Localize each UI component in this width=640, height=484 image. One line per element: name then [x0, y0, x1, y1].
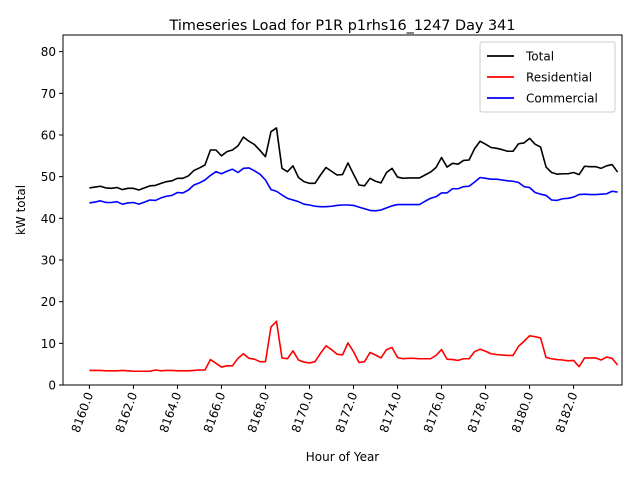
y-tick-label: 30	[41, 254, 56, 268]
x-tick-label: 8174.0	[377, 390, 405, 434]
legend: Total Residential Commercial	[479, 41, 616, 113]
y-tick-label: 20	[41, 295, 56, 309]
x-tick-label: 8166.0	[201, 390, 229, 434]
y-tick-label: 80	[41, 45, 56, 59]
legend-label-total: Total	[525, 50, 554, 64]
x-tick-label: 8176.0	[421, 390, 449, 434]
y-tick-label: 10	[41, 337, 56, 351]
y-tick-label: 40	[41, 212, 56, 226]
x-axis-label: Hour of Year	[306, 450, 380, 464]
x-axis: 8160.0 8162.0 8164.0 8166.0 8168.0 8170.0 8172…	[69, 385, 581, 434]
y-axis-label: kW total	[14, 185, 28, 235]
x-tick-label: 8160.0	[69, 390, 97, 434]
x-tick-label: 8170.0	[289, 390, 317, 434]
plot-frame	[62, 34, 623, 386]
series-line-commercial	[89, 167, 618, 212]
x-tick-label: 8164.0	[157, 390, 185, 434]
series-line-residential	[89, 320, 619, 373]
series-layer	[89, 127, 619, 373]
chart-title: Timeseries Load for P1R p1rhs16_1247 Day…	[168, 18, 515, 34]
x-tick-label: 8168.0	[245, 390, 273, 434]
legend-box	[479, 41, 616, 113]
x-tick-label: 8182.0	[553, 390, 581, 434]
x-tick-label: 8172.0	[333, 390, 361, 434]
x-tick-label: 8162.0	[113, 390, 141, 434]
x-tick-label: 8180.0	[509, 390, 537, 434]
series-line-total	[89, 127, 619, 191]
x-tick-label: 8178.0	[465, 390, 493, 434]
y-axis: 0 10 20 30 40 50 60 70 80	[41, 45, 63, 393]
legend-label-commercial: Commercial	[526, 92, 598, 106]
y-tick-label: 0	[48, 379, 56, 393]
y-tick-label: 50	[41, 170, 56, 184]
y-tick-label: 70	[41, 87, 56, 101]
y-tick-label: 60	[41, 129, 56, 143]
legend-label-residential: Residential	[526, 71, 592, 85]
